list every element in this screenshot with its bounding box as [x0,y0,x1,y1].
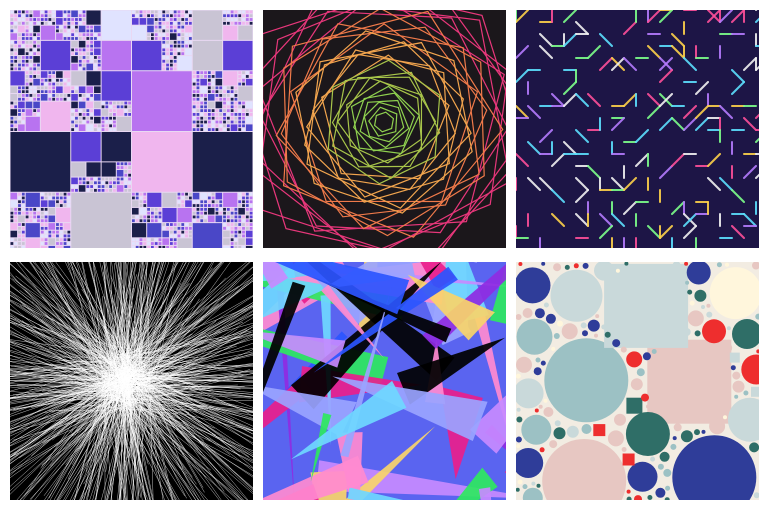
rotating-polygons-artwork [263,10,506,248]
circle-packing-canvas [516,262,759,500]
maze-lines-artwork [516,10,759,248]
shard-shapes-canvas [263,262,506,500]
quadtree-squares-canvas [10,10,253,248]
shard-shapes-artwork [263,262,506,500]
maze-lines-canvas [516,10,759,248]
rotating-polygons-canvas [263,10,506,248]
quadtree-squares-artwork [10,10,253,248]
circle-packing-artwork [516,262,759,500]
radial-lines-canvas [10,262,253,500]
radial-lines-artwork [10,262,253,500]
